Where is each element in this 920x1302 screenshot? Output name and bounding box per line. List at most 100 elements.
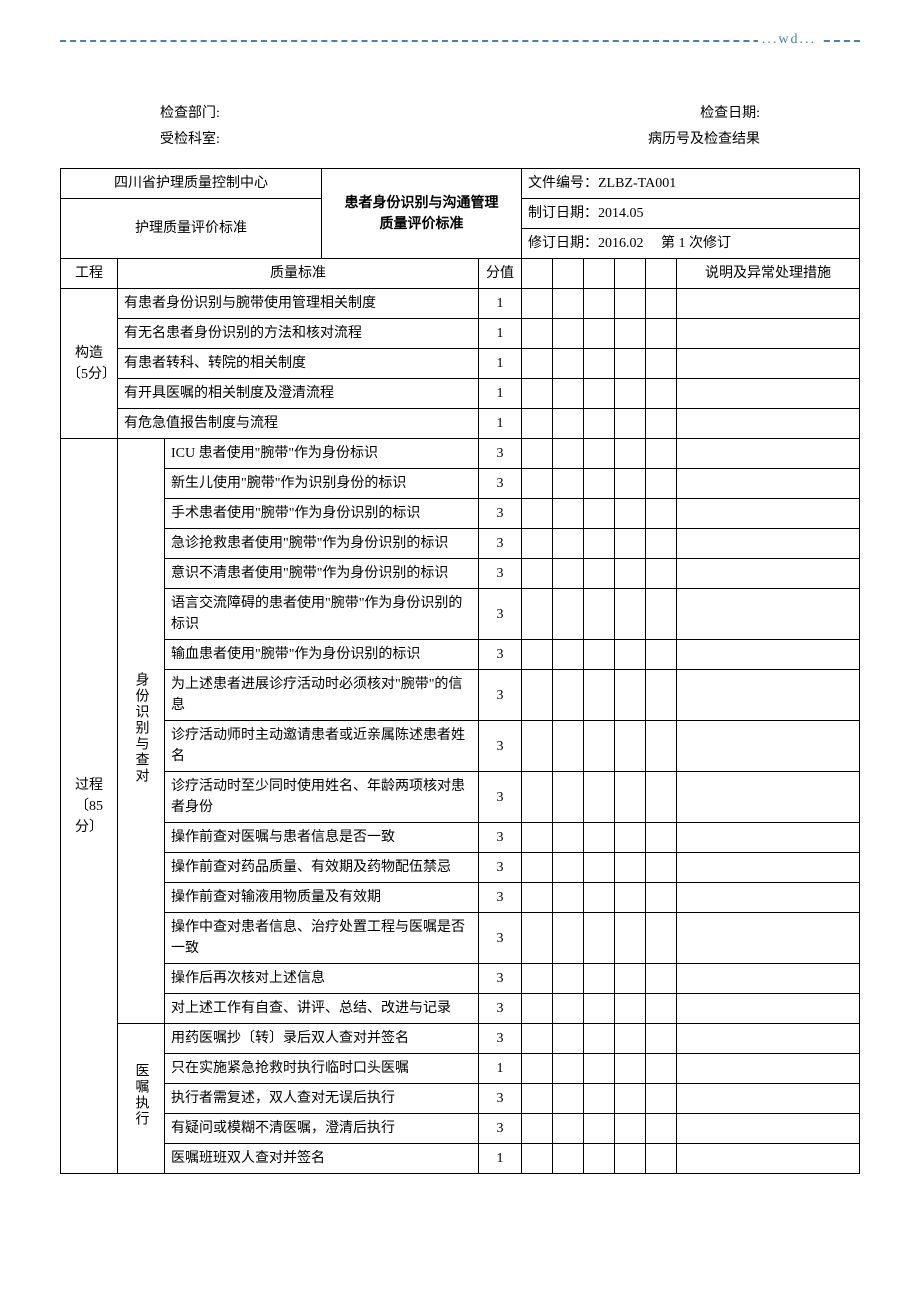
std-text: 有患者转科、转院的相关制度 [118,349,479,379]
table-row: 急诊抢救患者使用"腕带"作为身份识别的标识3 [61,529,860,559]
table-row: 有疑问或模糊不清医嘱，澄清后执行3 [61,1114,860,1144]
std-text: 执行者需复述，双人查对无误后执行 [165,1084,479,1114]
column-header-row: 工程 质量标准 分值 说明及异常处理措施 [61,259,860,289]
table-row: 操作前查对输液用物质量及有效期3 [61,883,860,913]
revise-label: 修订日期： [528,236,598,251]
doc-no: ZLBZ-TA001 [598,176,676,191]
table-row: 语言交流障碍的患者使用"腕带"作为身份识别的标识3 [61,589,860,640]
table-row: 输血患者使用"腕带"作为身份识别的标识3 [61,640,860,670]
std-text: 输血患者使用"腕带"作为身份识别的标识 [165,640,479,670]
std-score: 3 [479,994,522,1024]
doc-no-cell: 文件编号：ZLBZ-TA001 [522,169,860,199]
create-label: 制订日期： [528,206,598,221]
header-mark: ...wd... [758,32,820,48]
std-score: 1 [479,289,522,319]
std-score: 3 [479,439,522,469]
meta-row-2: 受检科室: 病历号及检查结果 [60,128,860,148]
std-score: 3 [479,529,522,559]
std-score: 3 [479,589,522,640]
std-text: 有疑问或模糊不清医嘱，澄清后执行 [165,1114,479,1144]
std-text: 有无名患者身份识别的方法和核对流程 [118,319,479,349]
std-text: 急诊抢救患者使用"腕带"作为身份识别的标识 [165,529,479,559]
std-text: 操作后再次核对上述信息 [165,964,479,994]
doc-header-row-1: 四川省护理质量控制中心 患者身份识别与沟通管理 质量评价标准 文件编号：ZLBZ… [61,169,860,199]
std-score: 3 [479,499,522,529]
table-row: 新生儿使用"腕带"作为识别身份的标识3 [61,469,860,499]
table-row: 操作前查对医嘱与患者信息是否一致3 [61,823,860,853]
std-text: 只在实施紧急抢救时执行临时口头医嘱 [165,1054,479,1084]
std-score: 3 [479,853,522,883]
table-row: 执行者需复述，双人查对无误后执行3 [61,1084,860,1114]
table-row: 对上述工作有自查、讲评、总结、改进与记录3 [61,994,860,1024]
std-score: 3 [479,640,522,670]
std-text: 医嘱班班双人查对并签名 [165,1144,479,1174]
table-row: 有危急值报告制度与流程 1 [61,409,860,439]
std-text: 用药医嘱抄〔转〕录后双人查对并签名 [165,1024,479,1054]
std-text: 新生儿使用"腕带"作为识别身份的标识 [165,469,479,499]
std-text: 有患者身份识别与腕带使用管理相关制度 [118,289,479,319]
std-score: 3 [479,1024,522,1054]
table-row: 为上述患者进展诊疗活动时必须核对"腕带"的信息3 [61,670,860,721]
record-label: 病历号及检查结果 [648,128,760,148]
col-blank-4 [615,259,646,289]
create-date: 2014.05 [598,206,644,221]
table-row: 操作中查对患者信息、治疗处置工程与医嘱是否一致3 [61,913,860,964]
std-text: 诊疗活动师时主动邀请患者或近亲属陈述患者姓名 [165,721,479,772]
col-blank-1 [522,259,553,289]
section-identity: 身份识别与查对 [118,439,165,1024]
revise-count: 第 1 次修订 [661,236,731,251]
std-text: 操作前查对输液用物质量及有效期 [165,883,479,913]
std-score: 3 [479,823,522,853]
std-text: 对上述工作有自查、讲评、总结、改进与记录 [165,994,479,1024]
section-structure: 构造〔5分〕 [61,289,118,439]
doc-title-l1: 患者身份识别与沟通管理 [344,196,498,211]
col-blank-5 [646,259,677,289]
std-text: 语言交流障碍的患者使用"腕带"作为身份识别的标识 [165,589,479,640]
std-text: 手术患者使用"腕带"作为身份识别的标识 [165,499,479,529]
doc-title-l2: 质量评价标准 [379,217,463,232]
col-standard: 质量标准 [118,259,479,289]
evaluation-table: 四川省护理质量控制中心 患者身份识别与沟通管理 质量评价标准 文件编号：ZLBZ… [60,168,860,1174]
std-text: 有危急值报告制度与流程 [118,409,479,439]
std-text: 操作中查对患者信息、治疗处置工程与医嘱是否一致 [165,913,479,964]
table-row: 操作后再次核对上述信息3 [61,964,860,994]
std-score: 3 [479,559,522,589]
table-row: 构造〔5分〕 有患者身份识别与腕带使用管理相关制度 1 [61,289,860,319]
doc-title-cell: 患者身份识别与沟通管理 质量评价标准 [321,169,521,259]
std-score: 3 [479,670,522,721]
table-row: 操作前查对药品质量、有效期及药物配伍禁忌3 [61,853,860,883]
table-row: 只在实施紧急抢救时执行临时口头医嘱1 [61,1054,860,1084]
table-row: 医嘱班班双人查对并签名1 [61,1144,860,1174]
std-score: 1 [479,319,522,349]
table-row: 诊疗活动师时主动邀请患者或近亲属陈述患者姓名3 [61,721,860,772]
check-date-label: 检查日期: [700,102,760,122]
std-score: 1 [479,409,522,439]
section-order-exec: 医嘱执行 [118,1024,165,1174]
table-row: 有开具医嘱的相关制度及澄清流程 1 [61,379,860,409]
std-text: 意识不清患者使用"腕带"作为身份识别的标识 [165,559,479,589]
col-score: 分值 [479,259,522,289]
std-score: 1 [479,1054,522,1084]
std-score: 3 [479,913,522,964]
table-row: 医嘱执行 用药医嘱抄〔转〕录后双人查对并签名 3 [61,1024,860,1054]
std-score: 1 [479,1144,522,1174]
table-row: 有患者转科、转院的相关制度 1 [61,349,860,379]
doc-no-label: 文件编号： [528,176,598,191]
inspected-label: 受检科室: [160,128,220,148]
std-text: 为上述患者进展诊疗活动时必须核对"腕带"的信息 [165,670,479,721]
standard-label-cell: 护理质量评价标准 [61,199,322,259]
check-dept-label: 检查部门: [160,102,220,122]
std-score: 1 [479,379,522,409]
section-process: 过程〔85分〕 [61,439,118,1174]
table-row: 手术患者使用"腕带"作为身份识别的标识3 [61,499,860,529]
org-cell: 四川省护理质量控制中心 [61,169,322,199]
std-text: ICU 患者使用"腕带"作为身份标识 [165,439,479,469]
std-score: 1 [479,349,522,379]
col-blank-2 [553,259,584,289]
std-text: 有开具医嘱的相关制度及澄清流程 [118,379,479,409]
std-score: 3 [479,721,522,772]
std-text: 操作前查对医嘱与患者信息是否一致 [165,823,479,853]
std-score: 3 [479,1084,522,1114]
std-score: 3 [479,1114,522,1144]
revise-date: 2016.02 [598,236,644,251]
